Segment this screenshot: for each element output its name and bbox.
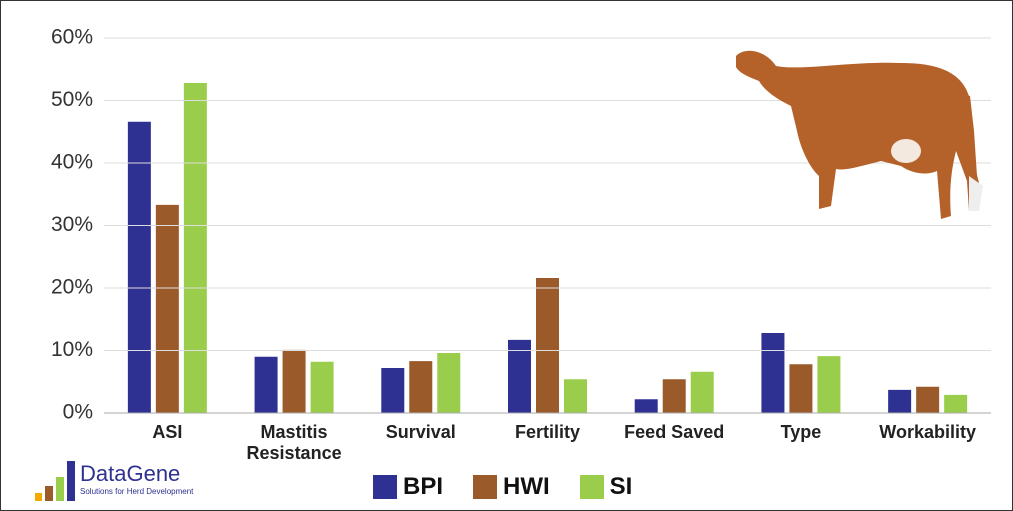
y-tick-label: 50% <box>51 88 93 111</box>
legend-label: BPI <box>403 473 444 500</box>
legend-item: SI <box>579 473 633 501</box>
x-tick-label: Survival <box>385 422 456 442</box>
bar <box>381 368 405 413</box>
bar <box>536 278 559 413</box>
y-tick-label: 30% <box>51 213 93 236</box>
bar <box>155 204 179 413</box>
bar <box>634 399 658 413</box>
y-tick-label: 40% <box>51 151 93 174</box>
logo: DataGene Solutions for Herd Development <box>33 459 213 503</box>
legend-swatch <box>579 475 604 499</box>
bar <box>817 356 841 413</box>
bar <box>282 349 306 413</box>
bar <box>254 356 278 413</box>
legend-item: HWI <box>473 473 550 501</box>
x-tick-label: Feed Saved <box>624 422 725 442</box>
y-tick-label: 20% <box>51 276 93 299</box>
x-tick-label: ASI <box>152 422 183 442</box>
bar <box>690 371 714 413</box>
bar <box>662 379 686 413</box>
bar <box>916 386 940 413</box>
bar <box>789 364 813 413</box>
logo-name: DataGene <box>80 461 181 486</box>
bar <box>310 361 334 413</box>
legend: BPI HWI SI <box>373 473 632 501</box>
bar <box>888 389 912 413</box>
bar <box>409 361 433 413</box>
x-tick-label: Workability <box>879 422 976 442</box>
legend-swatch <box>473 475 498 499</box>
logo-icon <box>35 461 75 501</box>
x-tick-label: Fertility <box>514 422 580 442</box>
legend-label: HWI <box>503 473 550 500</box>
bar <box>564 379 587 413</box>
x-tick-label: Type <box>780 422 822 442</box>
bar <box>761 333 785 413</box>
bar <box>127 121 151 413</box>
x-tick-label: Mastitis Resistance <box>246 422 342 463</box>
bar <box>944 394 968 413</box>
legend-label: SI <box>609 473 633 500</box>
y-tick-label: 0% <box>63 401 93 424</box>
bar <box>183 83 207 413</box>
y-tick-label: 60% <box>51 26 93 49</box>
bar <box>508 339 531 413</box>
bar <box>437 353 461 413</box>
legend-swatch <box>373 475 397 499</box>
logo-tagline: Solutions for Herd Development <box>80 487 194 496</box>
y-tick-label: 10% <box>51 338 93 361</box>
legend-item: BPI <box>373 473 443 501</box>
cow-illustration <box>736 50 983 219</box>
